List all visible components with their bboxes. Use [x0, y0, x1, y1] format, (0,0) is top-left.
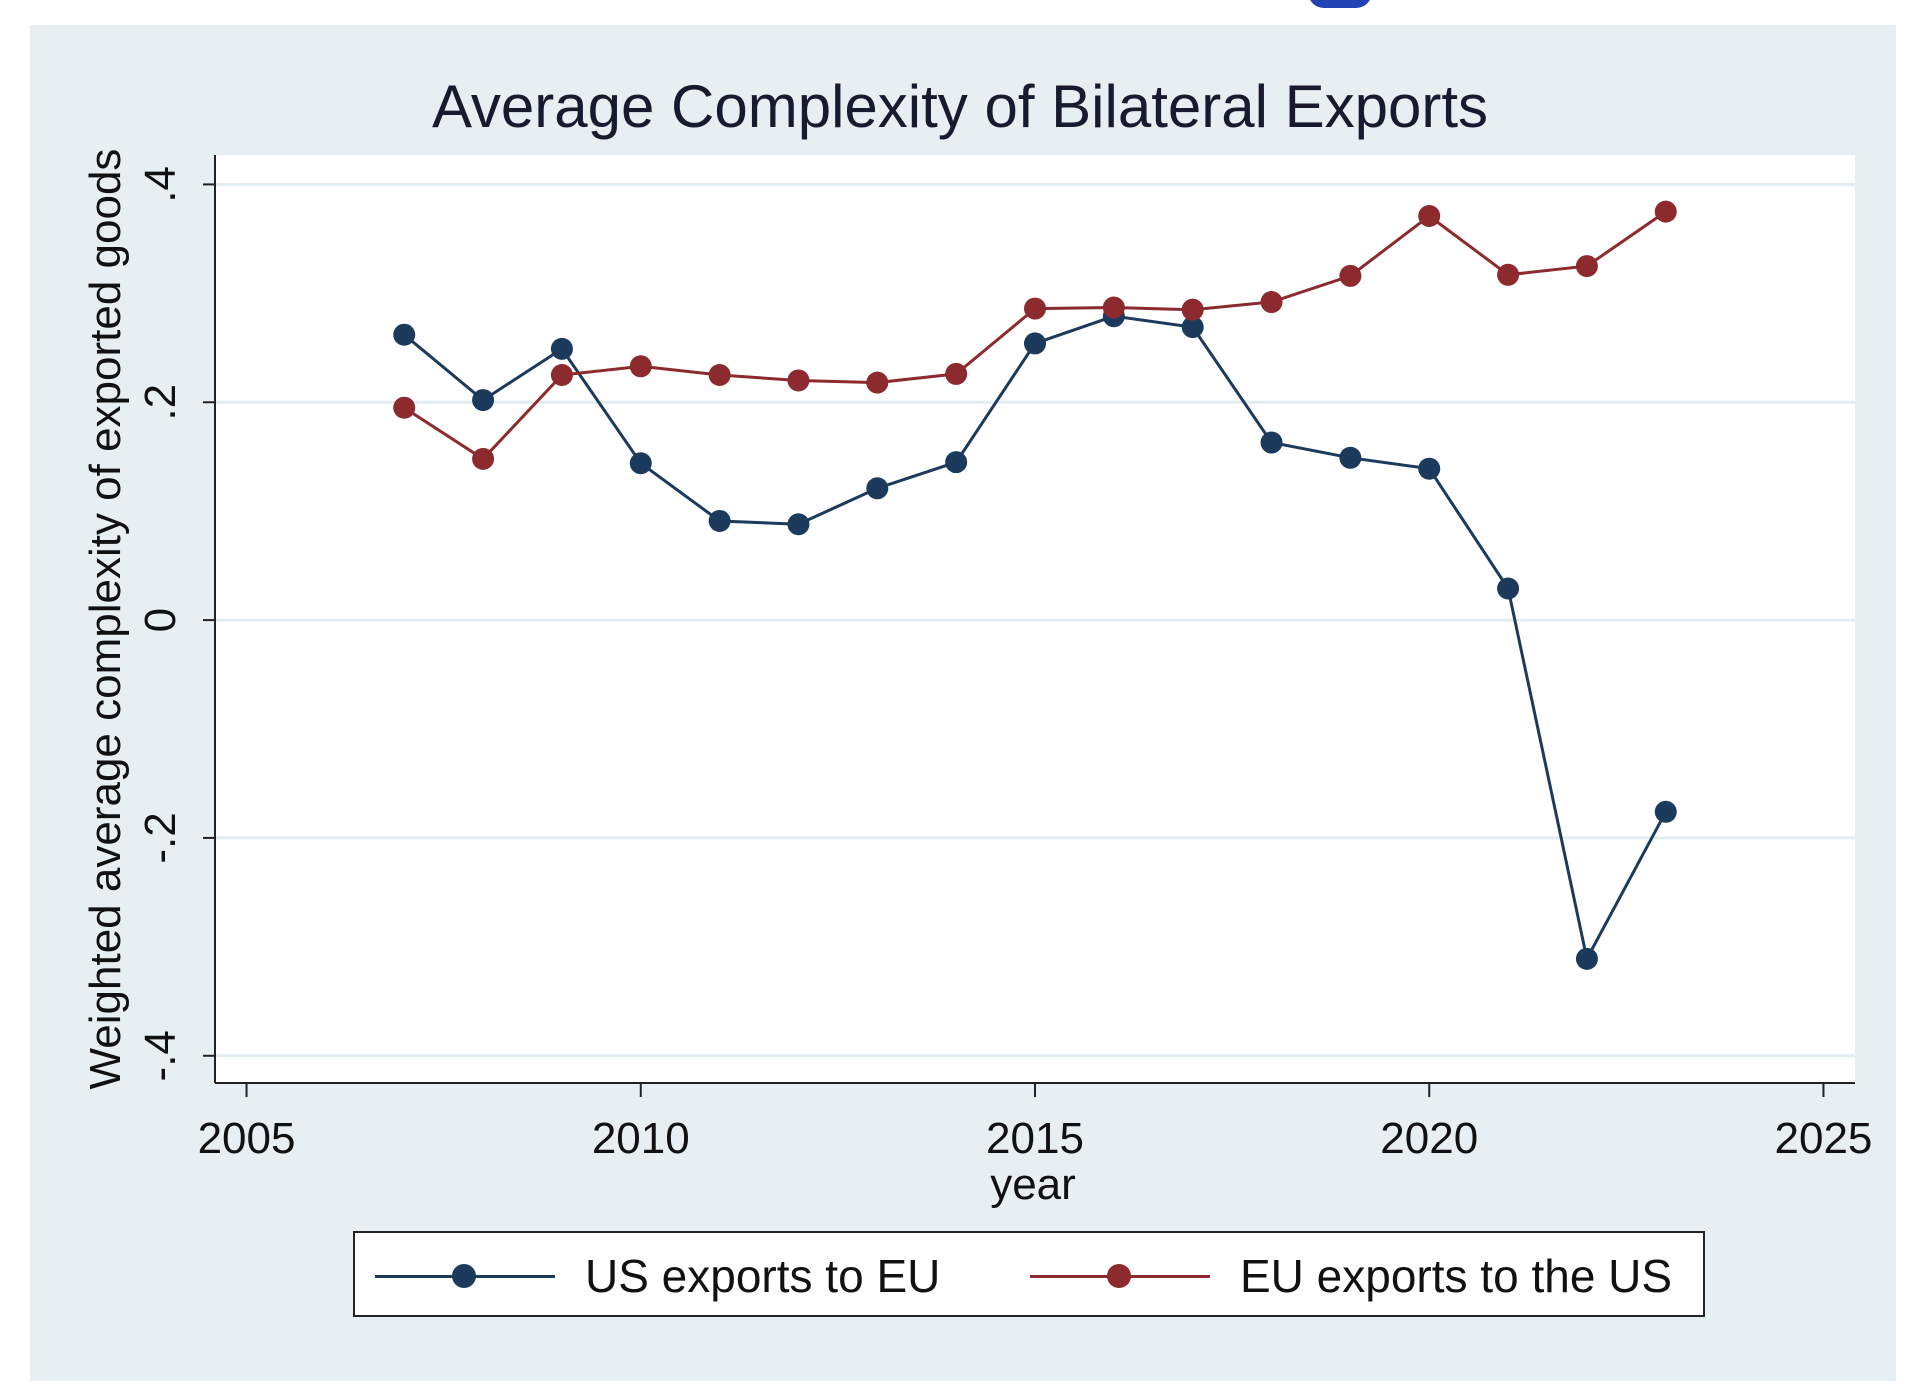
x-tick-label: 2025: [1775, 1114, 1873, 1163]
x-tick-label: 2020: [1380, 1114, 1478, 1163]
legend-item-eu-exports: EU exports to the US: [1030, 1233, 1672, 1319]
data-point: [1339, 264, 1362, 287]
legend-item-us-exports: US exports to EU: [375, 1233, 940, 1319]
data-point: [1497, 577, 1520, 600]
data-point: [1654, 800, 1677, 823]
data-point: [550, 364, 573, 387]
data-point: [1260, 291, 1283, 314]
series-0: [393, 305, 1677, 970]
y-tick-label: -.2: [136, 812, 185, 863]
legend-label-us-exports: US exports to EU: [585, 1250, 941, 1302]
data-point: [629, 452, 652, 475]
data-point: [1654, 200, 1677, 223]
data-point: [1418, 457, 1441, 480]
data-point: [945, 362, 968, 385]
x-tick-label: 2005: [198, 1114, 296, 1163]
data-point: [1575, 255, 1598, 278]
series-1: [393, 200, 1677, 470]
data-point: [945, 451, 968, 474]
y-tick-label: .2: [136, 384, 185, 421]
data-point: [1181, 298, 1204, 321]
data-point: [866, 371, 889, 394]
y-tick-label: -.4: [136, 1030, 185, 1081]
data-point: [787, 369, 810, 392]
chart-title: Average Complexity of Bilateral Exports: [431, 73, 1489, 140]
data-point: [1497, 263, 1520, 286]
overlay-button-fragment: [1308, 0, 1372, 8]
x-tick-label: 2010: [592, 1114, 690, 1163]
data-point: [1418, 204, 1441, 227]
data-point: [1575, 947, 1598, 970]
x-axis-title: year: [990, 1160, 1076, 1209]
data-point: [472, 447, 495, 470]
data-point: [787, 513, 810, 536]
legend-swatch-eu-exports: [1030, 1261, 1210, 1291]
y-tick-label: .4: [136, 166, 185, 203]
legend: US exports to EU EU exports to the US: [353, 1231, 1705, 1317]
data-point: [708, 364, 731, 387]
data-point: [550, 337, 573, 360]
data-point: [866, 477, 889, 500]
series: [393, 200, 1677, 970]
ticks: -.4 -.2 0 .2 .4 2005 2010 2015 2020 2025: [136, 166, 1872, 1163]
data-point: [1339, 446, 1362, 469]
data-point: [708, 509, 731, 532]
data-point: [1102, 296, 1125, 319]
x-tick-label: 2015: [986, 1114, 1084, 1163]
data-point: [1024, 297, 1046, 320]
data-point: [1181, 316, 1204, 339]
data-point: [472, 389, 495, 412]
legend-label-eu-exports: EU exports to the US: [1240, 1250, 1673, 1302]
legend-swatch-us-exports: [375, 1261, 555, 1291]
data-point: [629, 355, 652, 378]
data-point: [1024, 332, 1046, 355]
data-point: [393, 323, 416, 346]
y-tick-label: 0: [136, 608, 185, 632]
data-point: [393, 396, 416, 419]
data-point: [1260, 431, 1283, 454]
y-axis-title: Weighted average complexity of exported …: [81, 149, 130, 1090]
